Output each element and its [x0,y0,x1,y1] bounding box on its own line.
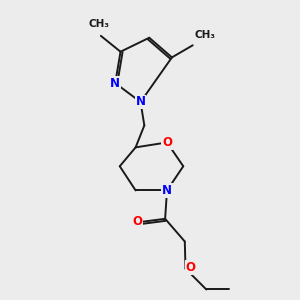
Text: N: N [162,184,172,197]
Text: N: N [110,76,120,90]
Text: O: O [162,136,172,149]
Text: N: N [136,95,146,109]
Text: O: O [186,261,196,274]
Text: O: O [132,215,142,228]
Text: CH₃: CH₃ [195,30,216,40]
Text: CH₃: CH₃ [88,19,110,29]
